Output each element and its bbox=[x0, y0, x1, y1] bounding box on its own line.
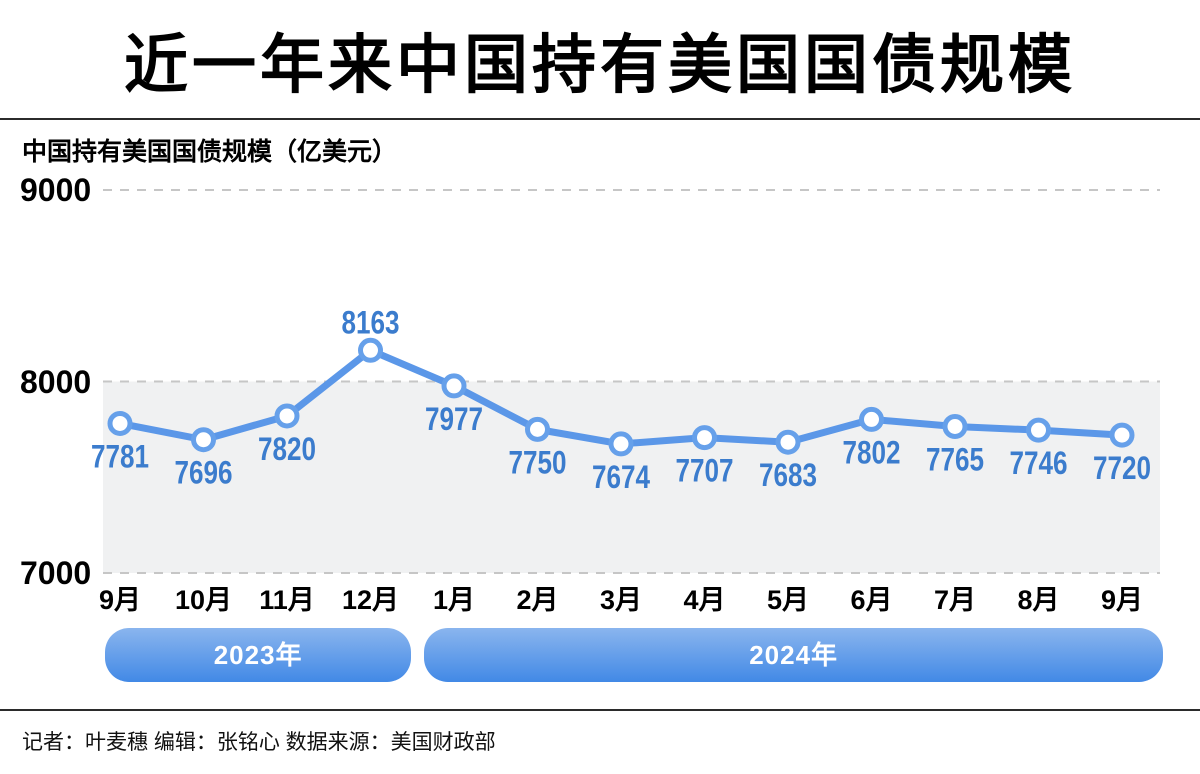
data-point bbox=[358, 337, 383, 363]
month-label: 6月 bbox=[850, 585, 893, 615]
data-point bbox=[859, 406, 884, 432]
data-point bbox=[107, 410, 133, 436]
year-band-2023: 2023年 bbox=[105, 628, 412, 682]
data-point bbox=[525, 416, 550, 442]
data-point bbox=[274, 403, 300, 429]
y-tick-label: 8000 bbox=[20, 363, 92, 400]
data-point bbox=[942, 414, 968, 440]
credits: 记者：叶麦穗 编辑：张铭心 数据来源：美国财政部 bbox=[22, 731, 496, 754]
data-point-label: 7781 bbox=[91, 438, 149, 474]
month-label: 10月 bbox=[174, 585, 233, 615]
data-point bbox=[1109, 422, 1135, 448]
page-title: 近一年来中国持有美国国债规模 bbox=[124, 29, 1076, 101]
month-label: 9月 bbox=[1100, 585, 1144, 615]
data-point bbox=[441, 373, 467, 399]
data-point-label: 7765 bbox=[926, 442, 984, 478]
footer-divider bbox=[0, 709, 1200, 711]
month-label: 12月 bbox=[341, 585, 400, 615]
y-tick-label: 7000 bbox=[20, 555, 92, 591]
data-point-label: 7696 bbox=[175, 455, 233, 491]
data-point-label: 7683 bbox=[759, 457, 817, 493]
month-label: 11月 bbox=[259, 585, 315, 615]
month-label: 7月 bbox=[933, 585, 977, 615]
data-point-label: 7820 bbox=[258, 431, 316, 467]
data-point bbox=[775, 429, 801, 455]
month-label: 5月 bbox=[766, 585, 810, 615]
data-point bbox=[191, 427, 216, 453]
year-band-2024: 2024年 bbox=[424, 628, 1163, 682]
data-point-label: 7746 bbox=[1010, 445, 1068, 481]
data-point-label: 7674 bbox=[592, 459, 650, 495]
month-label: 1月 bbox=[432, 585, 476, 615]
month-label: 9月 bbox=[98, 585, 142, 615]
data-point-label: 7977 bbox=[425, 401, 483, 437]
data-point-label: 7802 bbox=[843, 434, 901, 470]
month-label: 8月 bbox=[1017, 585, 1060, 615]
data-point-label: 7750 bbox=[509, 444, 567, 480]
data-point bbox=[692, 425, 717, 451]
y-tick-label: 9000 bbox=[20, 172, 92, 208]
month-label: 3月 bbox=[599, 585, 643, 615]
trend-line bbox=[116, 346, 1126, 448]
chart-title: 中国持有美国国债规模（亿美元） bbox=[22, 138, 398, 166]
data-point-label: 7720 bbox=[1093, 450, 1151, 486]
data-point bbox=[608, 431, 634, 457]
data-point-label: 7707 bbox=[676, 453, 734, 489]
data-point-label: 8163 bbox=[342, 304, 400, 340]
data-point bbox=[1026, 417, 1051, 443]
month-label: 2月 bbox=[516, 585, 559, 615]
title-divider bbox=[0, 118, 1200, 120]
shade-region bbox=[103, 381, 1160, 573]
month-label: 4月 bbox=[683, 585, 726, 615]
